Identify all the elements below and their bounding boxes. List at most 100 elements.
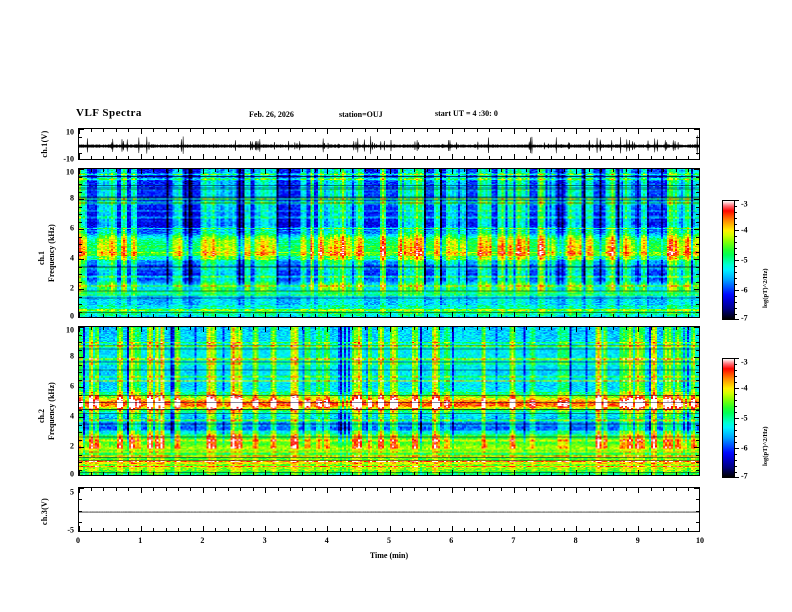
colorbar-tick-label: -5: [741, 413, 748, 423]
x-axis-title: Time (min): [369, 551, 409, 560]
ch2-spectrogram-axis-title-units: Frequency (kHz): [47, 382, 56, 440]
y-tick-label: -10: [63, 154, 74, 164]
x-tick-label: 5: [387, 536, 391, 545]
ch1-spectrogram-y-labels: 10 8 6 4 2 0: [48, 167, 74, 321]
colorbar-ch1-title: log(pT)^2/Hz): [762, 268, 769, 308]
colorbar-tick-label: -3: [741, 199, 748, 209]
colorbar-tick-label: -5: [741, 255, 748, 265]
x-tick-label: 9: [635, 536, 640, 545]
ch2-spectrogram-image: [79, 327, 699, 475]
colorbar-minor-tick: [735, 212, 737, 213]
panel-ch3-waveform: [78, 487, 700, 532]
ch1-spectrogram-axis-title-units: Frequency (kHz): [47, 224, 56, 282]
y-tick-label: 6: [70, 223, 74, 233]
colorbar-tick: [735, 260, 739, 261]
colorbar-minor-tick: [735, 364, 737, 365]
x-tick-label: 10: [696, 536, 704, 545]
colorbar-minor-tick: [735, 224, 737, 225]
y-tick-label: 8: [70, 351, 74, 361]
colorbar-minor-tick: [735, 430, 737, 431]
colorbar-tick: [735, 388, 739, 389]
x-tick-label: 8: [573, 536, 578, 545]
colorbar-minor-tick: [735, 400, 737, 401]
colorbar-minor-tick: [735, 436, 737, 437]
y-tick-label: 4: [70, 253, 74, 263]
colorbar-tick: [735, 418, 739, 419]
x-tick-label: 1: [138, 536, 143, 545]
colorbar-minor-tick: [735, 472, 737, 473]
colorbar-minor-tick: [735, 376, 737, 377]
panel-ch1-spectrogram: [78, 168, 700, 318]
colorbar-minor-tick: [735, 406, 737, 407]
ch1-spectrogram-image: [79, 169, 699, 317]
colorbar-ch2-title: log(pT)^2/Hz): [762, 426, 769, 466]
x-tick-label: 0: [76, 536, 80, 545]
header-date: Feb. 26, 2026: [249, 110, 294, 119]
ch3-waveform-axis-title: ch.3(V): [40, 497, 49, 526]
colorbar-tick: [735, 200, 739, 201]
colorbar-minor-tick: [735, 296, 737, 297]
colorbar-minor-tick: [735, 278, 737, 279]
colorbar-minor-tick: [735, 242, 737, 243]
colorbar-minor-tick: [735, 442, 737, 443]
colorbar-minor-tick: [735, 454, 737, 455]
ch1-waveform-trace: [79, 129, 699, 159]
colorbar-minor-tick: [735, 266, 737, 267]
colorbar-minor-tick: [735, 284, 737, 285]
colorbar-tick: [735, 290, 739, 291]
ch2-spectrogram-axis-title: ch.2: [37, 409, 46, 423]
colorbar-tick-label: -7: [741, 471, 748, 481]
panel-ch1-waveform: [78, 128, 700, 160]
colorbar-ch1-gradient: [722, 200, 735, 320]
colorbar-minor-tick: [735, 314, 737, 315]
y-tick-label: 0: [70, 469, 74, 479]
colorbar-minor-tick: [735, 308, 737, 309]
colorbar-minor-tick: [735, 206, 737, 207]
x-tick-label: 2: [200, 536, 205, 545]
colorbar-minor-tick: [735, 466, 737, 467]
y-tick-label: 10: [66, 167, 74, 177]
colorbar-minor-tick: [735, 218, 737, 219]
x-tick-label: 4: [324, 536, 329, 545]
x-tick-label: 3: [262, 536, 267, 545]
colorbar-tick: [735, 319, 739, 320]
y-tick-label: 2: [70, 283, 74, 293]
colorbar-minor-tick: [735, 370, 737, 371]
colorbar-minor-tick: [735, 460, 737, 461]
y-tick-label: 2: [70, 441, 74, 451]
ch1-spectrogram-axis-title: ch.1: [37, 251, 46, 265]
y-tick-label: 10: [66, 127, 74, 137]
colorbar-minor-tick: [735, 248, 737, 249]
colorbar-tick-label: -3: [741, 357, 748, 367]
header-station: station=OUJ: [339, 110, 383, 119]
colorbar-minor-tick: [735, 254, 737, 255]
y-tick-label: 10: [66, 325, 74, 335]
colorbar-tick: [735, 358, 739, 359]
page-title: VLF Spectra: [76, 107, 142, 119]
panel-ch2-spectrogram: [78, 326, 700, 476]
x-tick-label: 6: [449, 536, 454, 545]
y-tick-label: 6: [70, 381, 74, 391]
y-tick-label: 8: [70, 193, 74, 203]
x-tick-label: 7: [511, 536, 516, 545]
ch1-waveform-axis-title: ch.1(V): [40, 130, 49, 158]
ch3-waveform-trace: [79, 488, 699, 531]
colorbar-tick: [735, 477, 739, 478]
colorbar-tick: [735, 448, 739, 449]
header-start-ut: start UT = 4 :30: 0: [435, 109, 498, 118]
ch3-waveform-y-labels: 5 -5: [48, 487, 74, 535]
colorbar-minor-tick: [735, 382, 737, 383]
y-tick-label: 0: [70, 311, 74, 321]
colorbar-minor-tick: [735, 424, 737, 425]
colorbar-minor-tick: [735, 412, 737, 413]
y-tick-label: -5: [67, 525, 74, 535]
colorbar-ch2-gradient: [722, 358, 735, 478]
colorbar-tick-label: -6: [741, 443, 748, 453]
ch2-spectrogram-y-labels: 10 8 6 4 2 0: [48, 325, 74, 479]
y-tick-label: 4: [70, 411, 74, 421]
colorbar-minor-tick: [735, 272, 737, 273]
colorbar-tick: [735, 230, 739, 231]
colorbar-tick-label: -4: [741, 383, 748, 393]
colorbar-minor-tick: [735, 236, 737, 237]
